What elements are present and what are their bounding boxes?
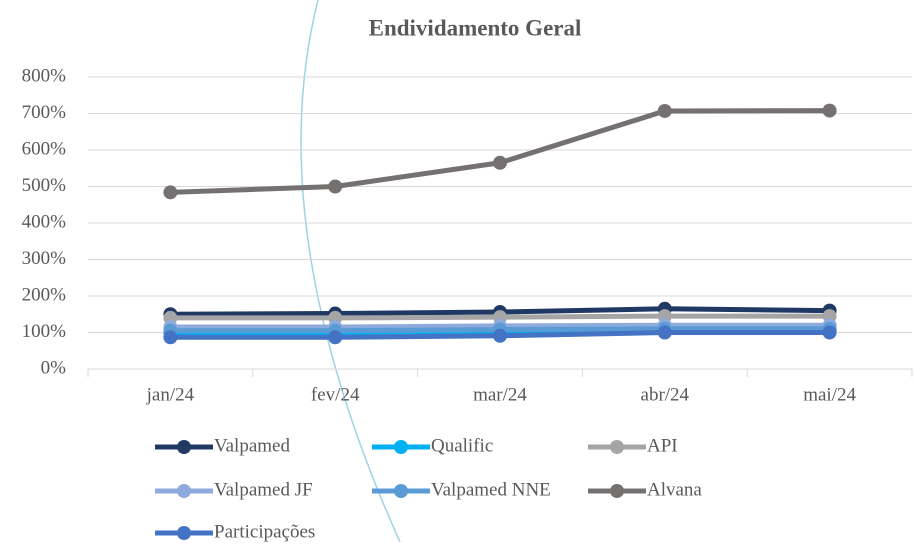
x-tick-label: mar/24 [473, 384, 527, 405]
legend-label: Valpamed [214, 435, 290, 456]
legend-label: Alvana [647, 479, 702, 500]
x-tick-label: fev/24 [311, 384, 360, 405]
decorative-arc [300, 0, 401, 543]
legend-marker [177, 440, 191, 454]
legend-label: API [647, 435, 678, 456]
legend-marker [177, 484, 191, 498]
chart-title: Endividamento Geral [369, 15, 582, 40]
legend-marker [177, 526, 191, 540]
x-tick-label: jan/24 [146, 384, 195, 405]
point [657, 103, 672, 118]
point [328, 179, 343, 194]
y-tick-label: 300% [22, 248, 67, 269]
point [328, 330, 343, 345]
point [822, 325, 837, 340]
y-tick-label: 700% [22, 102, 67, 123]
y-tick-label: 500% [22, 175, 67, 196]
legend-label: Qualific [431, 435, 493, 456]
y-tick-label: 600% [22, 138, 67, 159]
point [163, 330, 178, 345]
legend-marker [610, 440, 624, 454]
point [163, 185, 178, 200]
y-tick-label: 400% [22, 211, 67, 232]
x-tick-label: abr/24 [641, 384, 690, 405]
legend-marker [394, 484, 408, 498]
y-tick-label: 200% [22, 284, 67, 305]
y-tick-label: 800% [22, 65, 67, 86]
legend-label: Participações [214, 521, 315, 542]
point [493, 155, 507, 170]
x-tick-label: mai/24 [803, 384, 856, 405]
series-line [170, 108, 830, 195]
y-tick-label: 100% [22, 321, 67, 342]
legend-marker [610, 484, 624, 498]
y-tick-label: 0% [41, 357, 67, 378]
point [493, 328, 507, 343]
legend-label: Valpamed JF [214, 479, 313, 500]
point [657, 325, 672, 340]
legend-marker [394, 440, 408, 454]
point [822, 103, 837, 118]
legend-label: Valpamed NNE [431, 479, 551, 500]
